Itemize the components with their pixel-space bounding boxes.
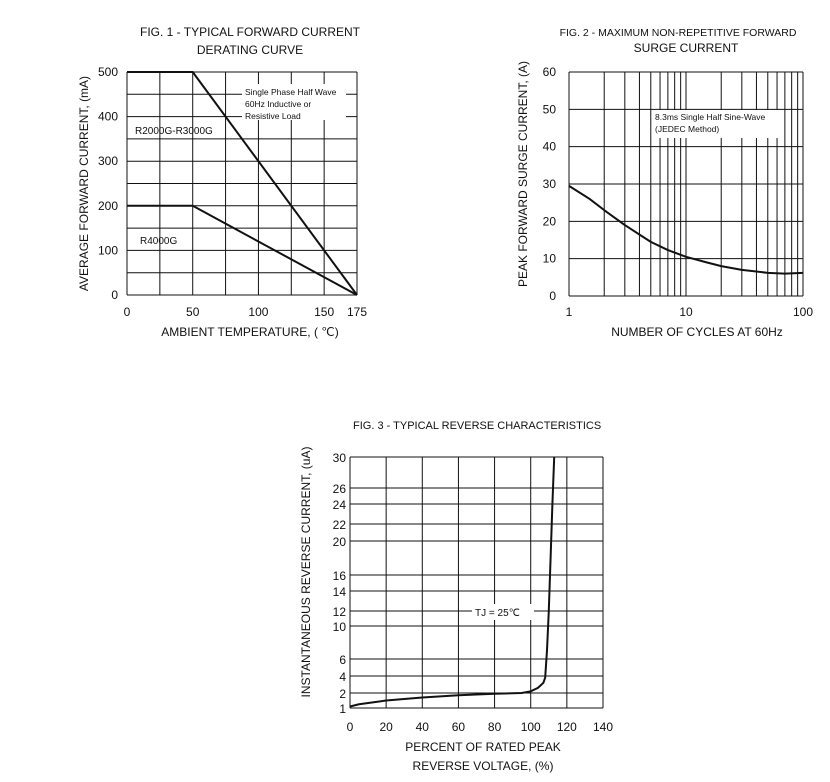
y-tick-label: 0 xyxy=(549,289,556,303)
series-line xyxy=(127,204,358,296)
chart-title: FIG. 3 - TYPICAL REVERSE CHARACTERISTICS xyxy=(353,420,601,432)
y-tick-label: 20 xyxy=(543,214,557,228)
y-tick-label: 400 xyxy=(98,110,118,124)
series-line xyxy=(127,71,358,296)
annotation-text: (JEDEC Method) xyxy=(655,124,719,134)
y-tick-label: 30 xyxy=(333,451,347,465)
x-tick-label: 80 xyxy=(488,720,502,734)
y-tick-label: 300 xyxy=(98,154,118,168)
series-line xyxy=(568,185,804,275)
annotation-text: TJ = 25℃ xyxy=(475,608,520,619)
x-tick-label: 175 xyxy=(347,305,367,319)
x-tick-label: 1 xyxy=(566,305,573,319)
x-tick-label: 60 xyxy=(452,720,466,734)
y-tick-label: 0 xyxy=(111,288,118,302)
x-axis-label: NUMBER OF CYCLES AT 60Hz xyxy=(611,325,783,339)
y-tick-label: 22 xyxy=(333,518,347,532)
y-tick-label: 50 xyxy=(543,102,557,116)
x-tick-label: 100 xyxy=(248,305,268,319)
y-tick-label: 30 xyxy=(543,177,557,191)
x-axis-label: REVERSE VOLTAGE, (%) xyxy=(413,759,554,773)
y-tick-label: 100 xyxy=(98,243,118,257)
annotation-text: 60Hz Inductive or xyxy=(245,99,311,109)
annotation-text: 8.3ms Single Half Sine-Wave xyxy=(655,112,766,122)
y-tick-label: 60 xyxy=(543,65,557,79)
y-tick-label: 10 xyxy=(543,252,557,266)
y-tick-label: 1 xyxy=(339,702,346,716)
chart-title: FIG. 1 - TYPICAL FORWARD CURRENT xyxy=(140,25,361,39)
x-tick-label: 120 xyxy=(557,720,577,734)
x-tick-label: 150 xyxy=(314,305,334,319)
x-axis-label: PERCENT OF RATED PEAK xyxy=(405,740,561,754)
chart-title: DERATING CURVE xyxy=(197,43,303,57)
y-tick-label: 200 xyxy=(98,199,118,213)
y-tick-label: 14 xyxy=(333,585,347,599)
y-axis-label: INSTANTANEOUS REVERSE CURRENT, (uA) xyxy=(299,447,313,698)
fig3-chart: FIG. 3 - TYPICAL REVERSE CHARACTERISTICS… xyxy=(299,420,613,773)
x-tick-label: 10 xyxy=(679,305,693,319)
annotation-text: Single Phase Half Wave xyxy=(245,87,337,97)
series-label: R4000G xyxy=(140,236,177,247)
x-tick-label: 140 xyxy=(593,720,613,734)
annotation-background xyxy=(242,84,346,120)
x-tick-label: 0 xyxy=(124,305,131,319)
chart-title: SURGE CURRENT xyxy=(634,41,739,55)
y-tick-label: 24 xyxy=(333,498,347,512)
annotation-background xyxy=(472,604,534,620)
x-tick-label: 50 xyxy=(186,305,200,319)
x-tick-label: 100 xyxy=(521,720,541,734)
fig2-chart: FIG. 2 - MAXIMUM NON-REPETITIVE FORWARD S… xyxy=(516,27,813,339)
y-tick-label: 500 xyxy=(98,65,118,79)
y-tick-label: 2 xyxy=(339,687,346,701)
y-tick-label: 40 xyxy=(543,140,557,154)
y-tick-label: 10 xyxy=(333,620,347,634)
y-axis-label: AVERAGE FORWARD CURRENT, (mA) xyxy=(77,76,91,291)
y-tick-label: 4 xyxy=(339,670,346,684)
x-tick-label: 0 xyxy=(347,720,354,734)
y-tick-label: 16 xyxy=(333,569,347,583)
series-line xyxy=(349,456,556,708)
y-tick-label: 20 xyxy=(333,535,347,549)
x-axis-label: AMBIENT TEMPERATURE, ( ℃) xyxy=(161,325,339,339)
x-tick-label: 20 xyxy=(379,720,393,734)
y-tick-label: 12 xyxy=(333,605,347,619)
series-label: R2000G-R3000G xyxy=(135,126,213,137)
y-tick-label: 6 xyxy=(339,653,346,667)
y-tick-label: 26 xyxy=(333,482,347,496)
y-axis-label: PEAK FORWARD SURGE CURRENT, (A) xyxy=(516,61,530,287)
fig1-chart: FIG. 1 - TYPICAL FORWARD CURRENT DERATING… xyxy=(77,25,367,339)
annotation-text: Resistive Load xyxy=(245,111,301,121)
x-tick-label: 40 xyxy=(416,720,430,734)
chart-title: FIG. 2 - MAXIMUM NON-REPETITIVE FORWARD xyxy=(560,27,797,39)
annotation-background xyxy=(652,110,780,138)
x-tick-label: 100 xyxy=(793,305,813,319)
